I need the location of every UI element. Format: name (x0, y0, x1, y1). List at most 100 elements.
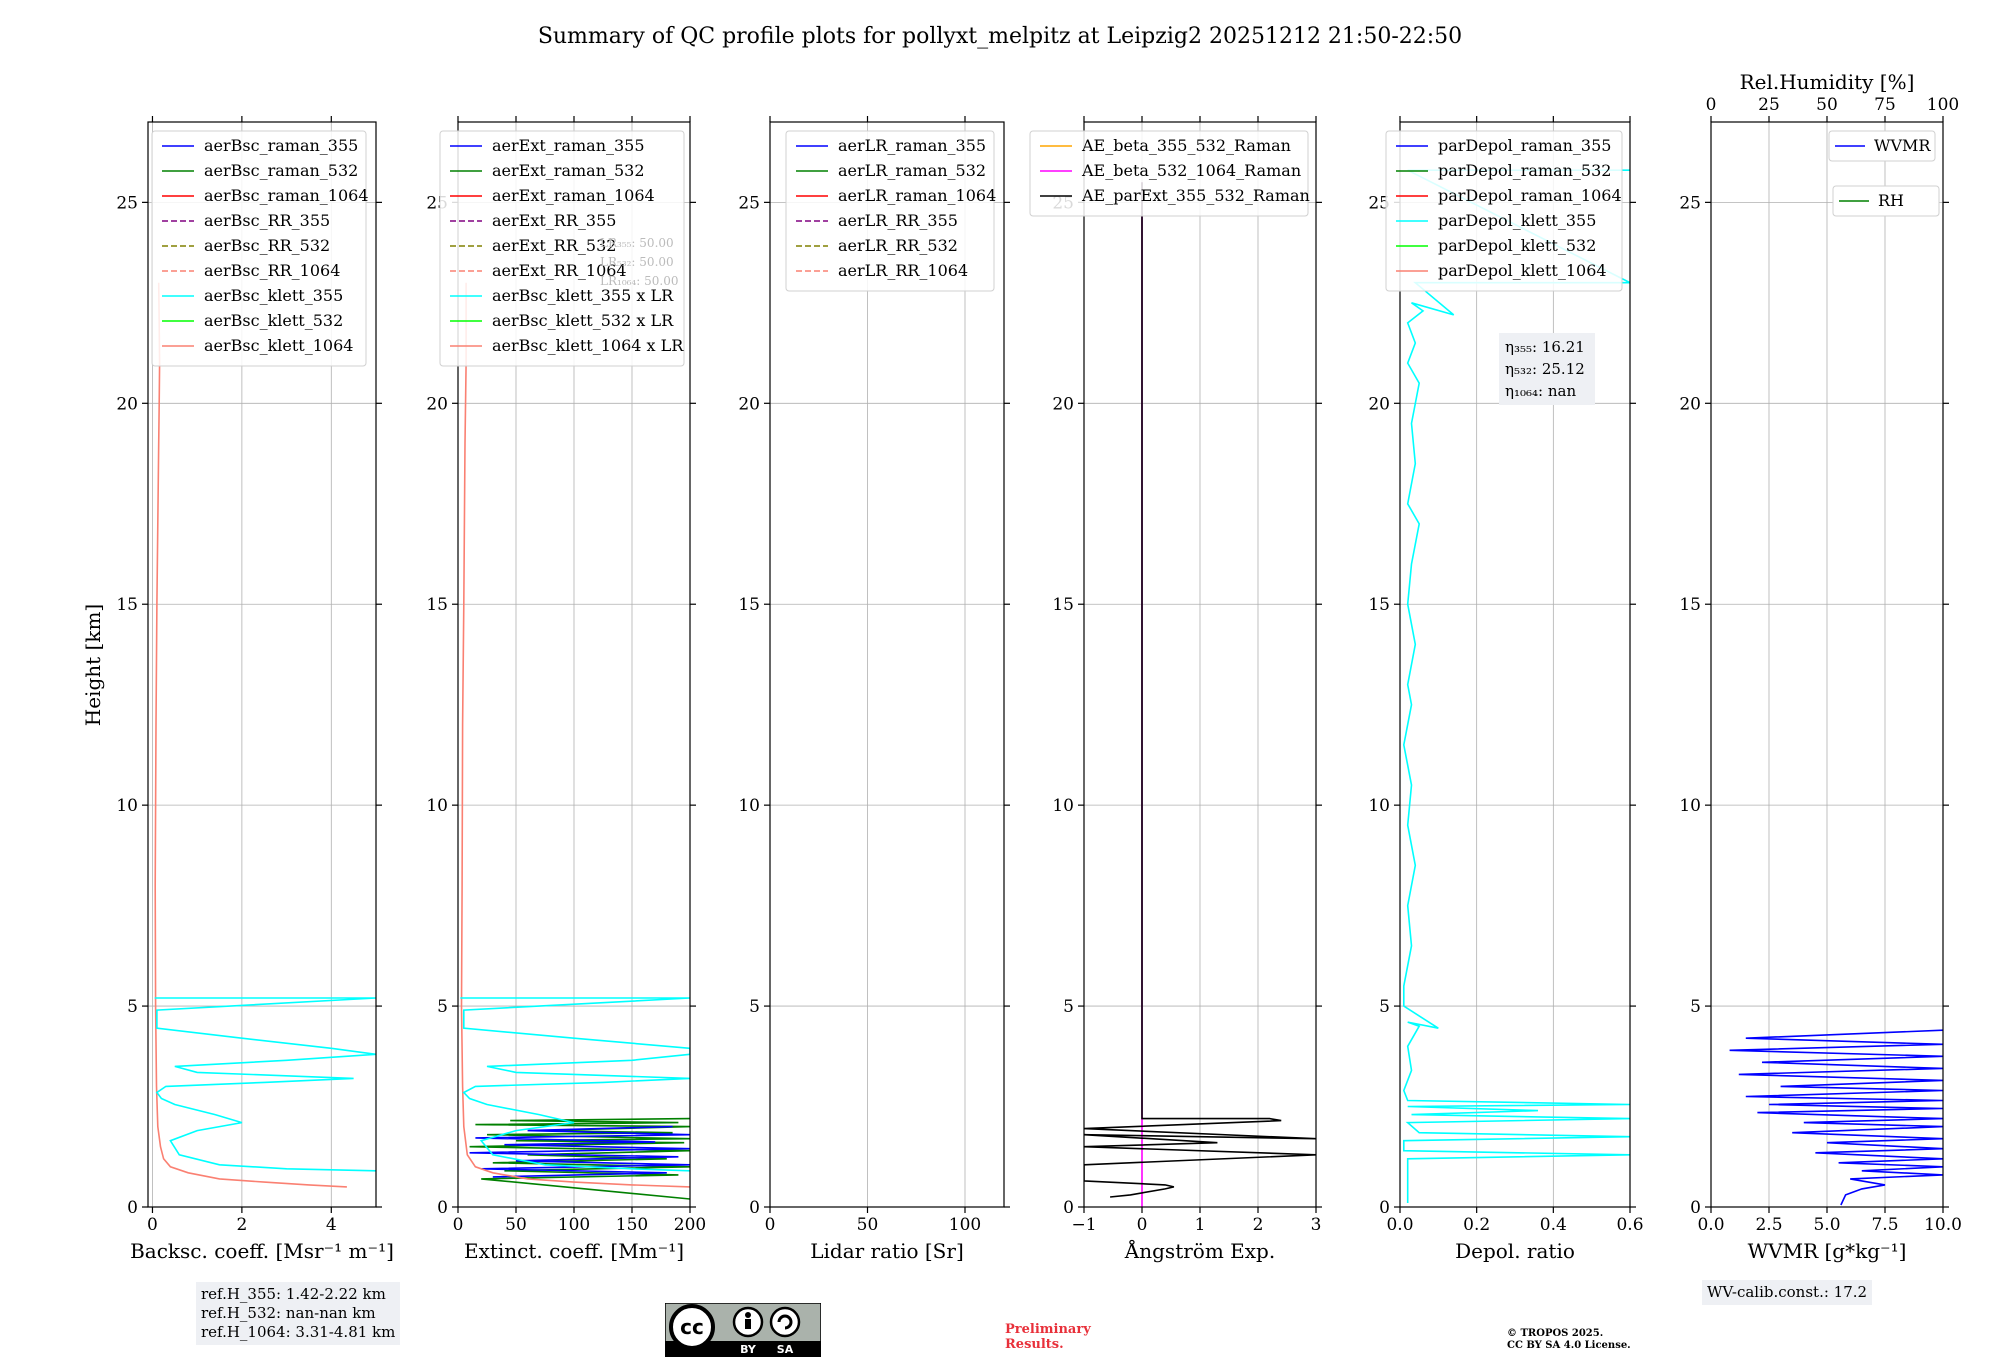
y-tick-label: 25 (1679, 193, 1701, 213)
legend-box (151, 130, 367, 367)
legend-label: aerExt_raman_1064 (492, 186, 655, 205)
axes-frame (147, 121, 377, 1208)
copyright-line-1: © TROPOS 2025. (1507, 1328, 1604, 1339)
series-line-aerBsc_klett_1064 (154, 282, 347, 1188)
sa-share-icon (769, 1306, 801, 1338)
y-tick-label: 15 (116, 595, 138, 615)
y-tick-label: 20 (1368, 394, 1390, 414)
preliminary-note: Preliminary Results. (1005, 1322, 1091, 1352)
x-tick-label: 2 (236, 1215, 247, 1235)
copyright-note: © TROPOS 2025. CC BY SA 4.0 License. (1507, 1328, 1631, 1352)
y-tick-label: 15 (1368, 595, 1390, 615)
y-tick-label: 15 (1052, 595, 1074, 615)
x-tick-label: 3 (1311, 1215, 1322, 1235)
legend-label: AE_parExt_355_532_Raman (1081, 186, 1310, 205)
legend-label: aerLR_raman_355 (838, 136, 986, 155)
legend-label: aerBsc_klett_355 x LR (492, 286, 674, 305)
figure-title: Summary of QC profile plots for pollyxt_… (538, 24, 1462, 49)
y-tick-label: 15 (426, 595, 448, 615)
legend-label: aerBsc_RR_1064 (204, 261, 340, 280)
legend-label: aerExt_raman_532 (492, 161, 645, 180)
legend-label: RH (1878, 191, 1904, 210)
legend-box (1828, 130, 1936, 162)
panel-bsc: 0 5 10 15 20 25 0 2 4 Backsc. coeff. [Msr⁻¹ m⁻¹] a… (116, 116, 394, 1263)
x-axis-label: Backsc. coeff. [Msr⁻¹ m⁻¹] (130, 1239, 394, 1263)
y-tick-label: 5 (1690, 997, 1701, 1017)
y-tick-label: 25 (738, 193, 760, 213)
x-axis-label: Depol. ratio (1455, 1239, 1575, 1263)
x-tick-label: 0 (453, 1215, 464, 1235)
x-axis-label: WVMR [g*kg⁻¹] (1748, 1239, 1907, 1263)
panels: 0 5 10 15 20 25 0 2 4 Backsc. coeff. [Msr⁻¹ m⁻¹] a… (116, 70, 1962, 1263)
legend-label: aerBsc_klett_1064 (204, 336, 353, 355)
legend-label: parDepol_klett_1064 (1438, 261, 1607, 280)
lr-value-label: LR₅₃₂: 50.00 (600, 255, 674, 269)
series-line-aerBsc_klett_1064 x LR (460, 282, 690, 1188)
y-tick-label: 10 (738, 796, 760, 816)
legend-label: aerBsc_RR_355 (204, 211, 330, 230)
x-top-tick-label: 100 (1927, 95, 1959, 115)
ref-height-box: ref.H_355: 1.42-2.22 km ref.H_532: nan-n… (196, 1282, 401, 1345)
legend-label: AE_beta_355_532_Raman (1081, 136, 1291, 155)
x-top-tick-label: 75 (1874, 95, 1896, 115)
x-top-tick-label: 0 (1706, 95, 1717, 115)
legend-label: parDepol_klett_355 (1438, 211, 1596, 230)
legend-box (1385, 130, 1623, 292)
legend-label: aerExt_RR_532 (492, 236, 616, 255)
y-tick-label: 0 (749, 1198, 760, 1218)
series-line-aerExt_raman_355 (469, 1125, 690, 1178)
series-group (1402, 169, 1630, 1203)
eta-value-label: η₅₃₂: 25.12 (1505, 360, 1585, 378)
x-top-tick-label: 25 (1758, 95, 1780, 115)
legend-label: aerExt_RR_355 (492, 211, 616, 230)
legend-label: aerBsc_raman_1064 (204, 186, 369, 205)
x-tick-label: 0.0 (1697, 1215, 1724, 1235)
series-group (460, 282, 690, 1200)
x-tick-label: 0.6 (1616, 1215, 1643, 1235)
preliminary-line-2: Results. (1005, 1337, 1064, 1352)
wv-calib-const: WV-calib.const.: 17.2 (1707, 1283, 1868, 1301)
eta-value-label: η₁₀₆₄: nan (1505, 382, 1576, 400)
eta-value-label: η₃₅₅: 16.21 (1505, 338, 1585, 356)
x-axis-label: Lidar ratio [Sr] (810, 1239, 964, 1263)
legend-label: WVMR (1874, 136, 1931, 155)
series-line-aerBsc_klett_355 x LR (460, 997, 690, 1172)
legend-box (439, 130, 685, 367)
legend-box (1832, 185, 1940, 217)
legend-label: aerBsc_klett_532 (204, 311, 343, 330)
legend-label: AE_beta_532_1064_Raman (1081, 161, 1301, 180)
axes-frame (769, 121, 1005, 1208)
y-tick-label: 15 (1679, 595, 1701, 615)
x-tick-label: 0 (147, 1215, 158, 1235)
x-tick-label: 10.0 (1924, 1215, 1962, 1235)
legend-label: aerExt_RR_1064 (492, 261, 627, 280)
legend-label: aerBsc_klett_532 x LR (492, 311, 674, 330)
panel-dep: 0 5 10 15 20 25 0.0 0.2 0.4 0.6 Depol. ratio parDep… (1368, 116, 1644, 1263)
ref-height-1064: ref.H_1064: 3.31-4.81 km (201, 1323, 396, 1341)
x-axis-label: Extinct. coeff. [Mm⁻¹] (464, 1239, 684, 1263)
x-tick-label: 200 (674, 1215, 706, 1235)
y-tick-label: 10 (426, 796, 448, 816)
x-tick-label: 50 (505, 1215, 527, 1235)
y-tick-label: 5 (1379, 997, 1390, 1017)
y-tick-label: 10 (116, 796, 138, 816)
x-tick-label: −1 (1071, 1215, 1096, 1235)
wv-calib-box: WV-calib.const.: 17.2 (1702, 1280, 1873, 1305)
x-tick-label: 7.5 (1871, 1215, 1898, 1235)
x-tick-label: 100 (558, 1215, 590, 1235)
legend-label: parDepol_klett_532 (1438, 236, 1596, 255)
x-tick-label: 0 (765, 1215, 776, 1235)
ref-height-355: ref.H_355: 1.42-2.22 km (201, 1285, 386, 1303)
series-group (1084, 182, 1316, 1207)
x-tick-label: 4 (326, 1215, 337, 1235)
y-tick-label: 0 (1379, 1198, 1390, 1218)
legend-box (1029, 130, 1309, 217)
x-top-axis-label: Rel.Humidity [%] (1740, 70, 1915, 94)
legend-label: aerLR_RR_355 (838, 211, 958, 230)
y-tick-label: 10 (1679, 796, 1701, 816)
y-tick-label: 20 (1679, 394, 1701, 414)
x-top-tick-label: 50 (1816, 95, 1838, 115)
